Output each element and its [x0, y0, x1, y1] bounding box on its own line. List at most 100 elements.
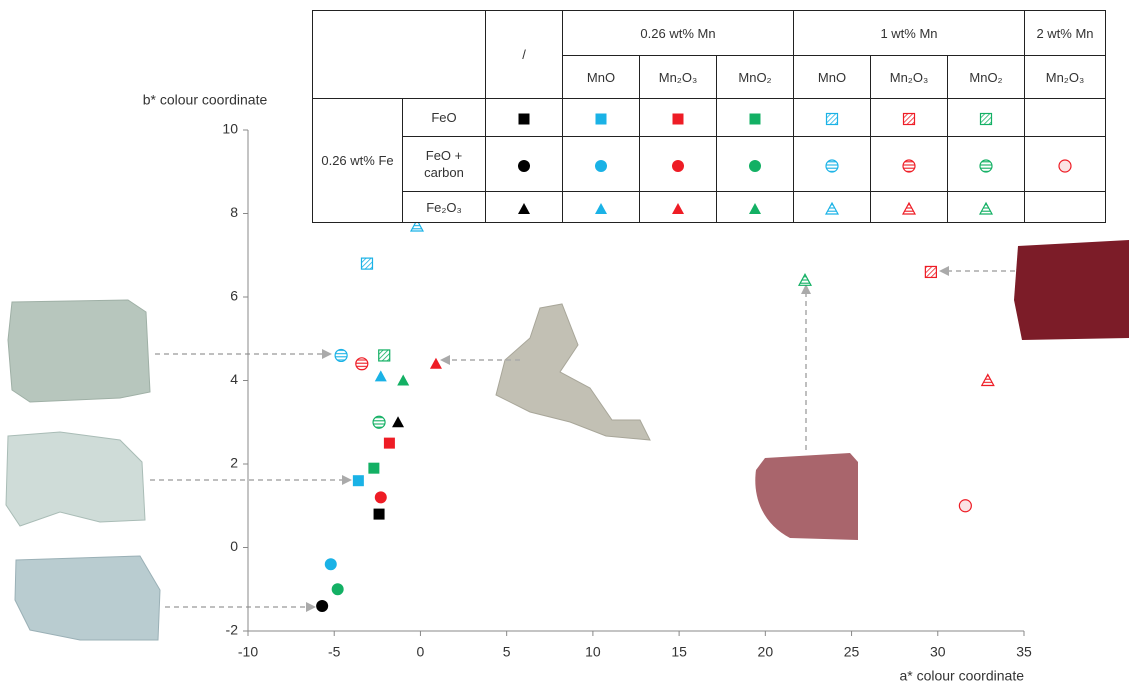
legend-cell — [486, 192, 563, 223]
legend-symbol — [519, 114, 530, 125]
data-point — [375, 370, 387, 381]
legend-marker — [516, 200, 532, 216]
arrow-head — [322, 349, 332, 359]
data-point — [373, 416, 385, 428]
x-tick-label: 20 — [758, 644, 774, 660]
legend-symbol — [672, 160, 684, 172]
legend-series: Mn₂O₃ — [640, 56, 717, 99]
legend-symbol — [596, 114, 607, 125]
legend-marker — [824, 157, 840, 173]
arrow-heads — [306, 266, 949, 612]
legend-symbol — [827, 114, 838, 125]
legend-cell — [640, 192, 717, 223]
page: {"chart_data": { "type": "scatter", "x_l… — [0, 0, 1129, 685]
data-point — [959, 500, 971, 512]
x-tick-label: -5 — [328, 644, 341, 660]
legend-cell — [794, 99, 871, 137]
legend-marker — [747, 200, 763, 216]
legend-marker — [978, 200, 994, 216]
legend-cell — [563, 99, 640, 137]
legend-series: Mn₂O₃ — [871, 56, 948, 99]
legend-marker — [978, 157, 994, 173]
data-point — [925, 266, 936, 277]
x-tick-label: 25 — [844, 644, 860, 660]
x-tick-label: 15 — [671, 644, 687, 660]
legend-symbol — [980, 203, 992, 214]
legend-group: 2 wt% Mn — [1025, 11, 1106, 56]
legend-symbol — [981, 114, 992, 125]
legend-form: FeO — [403, 99, 486, 137]
data-point — [368, 463, 379, 474]
glass-photo — [496, 304, 650, 440]
legend-symbol — [595, 203, 607, 214]
arrow-head — [342, 475, 352, 485]
data-point — [379, 350, 390, 361]
y-tick-label: 2 — [230, 455, 238, 471]
legend-marker — [747, 157, 763, 173]
legend-cell — [1025, 99, 1106, 137]
data-point — [316, 600, 328, 612]
legend-cell — [563, 137, 640, 192]
legend-symbol — [673, 114, 684, 125]
x-tick-label: 10 — [585, 644, 601, 660]
legend-cell — [794, 137, 871, 192]
arrow-head — [440, 355, 450, 365]
legend-symbol — [980, 160, 992, 172]
legend-group: 1 wt% Mn — [794, 11, 1025, 56]
y-axis-label: b* colour coordinate — [143, 92, 268, 108]
glass-photo — [6, 432, 145, 526]
y-tick-label: 6 — [230, 288, 238, 304]
arrow-head — [939, 266, 949, 276]
legend-marker — [516, 110, 532, 126]
legend-symbol — [826, 160, 838, 172]
legend-cell — [486, 137, 563, 192]
legend-cell — [871, 192, 948, 223]
legend-cell — [640, 137, 717, 192]
legend-symbol — [903, 203, 915, 214]
legend-corner — [313, 11, 486, 99]
legend-cell — [948, 99, 1025, 137]
legend-symbol — [518, 203, 530, 214]
x-tick-label: 30 — [930, 644, 946, 660]
legend-group: 0.26 wt% Mn — [563, 11, 794, 56]
data-point — [325, 558, 337, 570]
legend-marker — [824, 110, 840, 126]
legend-cell — [563, 192, 640, 223]
legend-marker — [901, 110, 917, 126]
legend-form: FeO + carbon — [403, 137, 486, 192]
legend-series: MnO — [563, 56, 640, 99]
data-point — [397, 375, 409, 386]
legend-cell — [717, 137, 794, 192]
legend-marker — [978, 110, 994, 126]
photos — [6, 240, 1129, 640]
y-tick-label: 4 — [230, 371, 238, 387]
legend-marker — [670, 157, 686, 173]
data-point — [392, 416, 404, 427]
y-tick-label: 10 — [222, 121, 238, 137]
data-point — [361, 258, 372, 269]
legend-symbol — [749, 203, 761, 214]
x-tick-label: -10 — [238, 644, 258, 660]
legend-cell — [794, 192, 871, 223]
arrows — [150, 271, 1015, 607]
glass-photo — [755, 453, 858, 540]
data-point — [356, 358, 368, 370]
legend-symbol — [749, 160, 761, 172]
legend-marker — [516, 157, 532, 173]
arrow-head — [306, 602, 316, 612]
data-point — [799, 274, 811, 285]
y-tick-label: 0 — [230, 538, 238, 554]
legend-cell — [717, 99, 794, 137]
legend-symbol — [1059, 160, 1071, 172]
glass-photo — [8, 300, 150, 402]
legend-cell — [486, 99, 563, 137]
legend-cell — [1025, 137, 1106, 192]
legend-series: MnO₂ — [717, 56, 794, 99]
glass-photo — [1014, 240, 1129, 340]
legend-group: / — [486, 11, 563, 99]
data-point — [335, 349, 347, 361]
data-point — [353, 475, 364, 486]
y-tick-label: -2 — [226, 622, 239, 638]
legend-symbol — [826, 203, 838, 214]
